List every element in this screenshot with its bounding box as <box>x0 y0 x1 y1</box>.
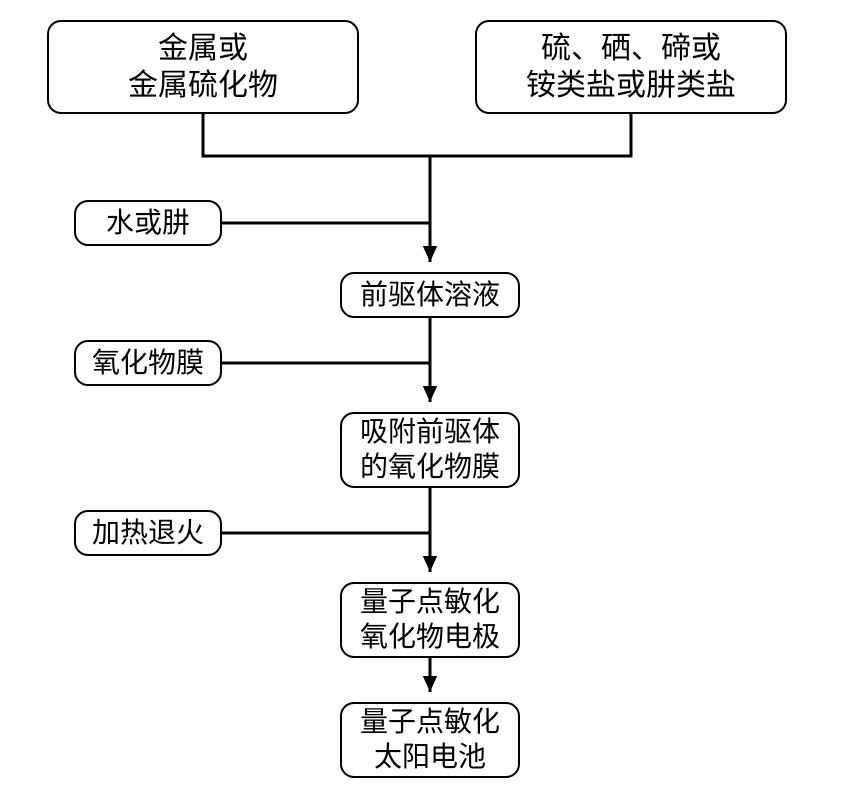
node-sse-salts: 硫、硒、碲或 铵类盐或肼类盐 <box>475 20 787 114</box>
node-label-line1: 吸附前驱体 <box>360 417 500 448</box>
node-metal-sulfide: 金属或 金属硫化物 <box>47 20 359 114</box>
flowchart-arrows <box>0 0 866 800</box>
node-label: 水或肼 <box>106 206 190 241</box>
node-label-line2: 太阳电池 <box>374 742 486 773</box>
node-label-line2: 的氧化物膜 <box>360 452 500 483</box>
node-label: 前驱体溶液 <box>360 278 500 313</box>
node-qd-electrode: 量子点敏化 氧化物电极 <box>340 582 520 658</box>
node-annealing: 加热退火 <box>74 510 222 556</box>
node-label-line1: 硫、硒、碲或 <box>541 32 721 65</box>
node-adsorbed-oxide-film: 吸附前驱体 的氧化物膜 <box>340 412 520 488</box>
node-precursor-solution: 前驱体溶液 <box>340 272 520 318</box>
node-label-line2: 氧化物电极 <box>360 622 500 653</box>
node-label: 加热退火 <box>92 516 204 551</box>
node-qd-solar-cell: 量子点敏化 太阳电池 <box>340 702 520 778</box>
node-oxide-film: 氧化物膜 <box>74 340 222 386</box>
node-label-line1: 金属或 <box>158 32 248 65</box>
node-label-line2: 金属硫化物 <box>128 69 278 102</box>
node-label-line1: 量子点敏化 <box>360 587 500 618</box>
node-label-line1: 量子点敏化 <box>360 707 500 738</box>
node-water-hydrazine: 水或肼 <box>74 200 222 246</box>
node-label-line2: 铵类盐或肼类盐 <box>526 69 736 102</box>
node-label: 氧化物膜 <box>92 346 204 381</box>
